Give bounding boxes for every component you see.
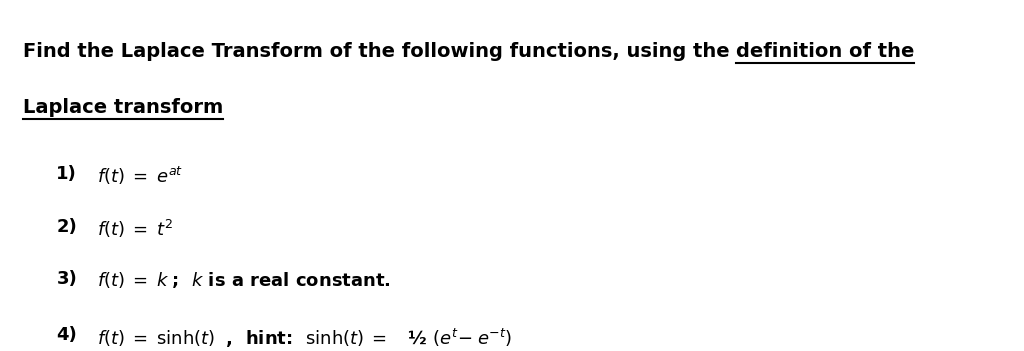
Text: $f(t)\; =\; t^{2}$: $f(t)\; =\; t^{2}$ xyxy=(97,218,174,240)
Text: $f(t)\; =\; e^{at}$: $f(t)\; =\; e^{at}$ xyxy=(97,165,183,187)
Text: $f(t)\; =\; k\;$;  $k$ is a real constant.: $f(t)\; =\; k\;$; $k$ is a real constant… xyxy=(97,270,391,290)
Text: Find the Laplace Transform of the following functions, using the: Find the Laplace Transform of the follow… xyxy=(23,42,736,61)
Text: 4): 4) xyxy=(56,326,77,344)
Text: 1): 1) xyxy=(56,165,77,183)
Text: 2): 2) xyxy=(56,218,77,236)
Text: definition of the: definition of the xyxy=(736,42,914,61)
Text: Laplace transform: Laplace transform xyxy=(23,98,223,117)
Text: $f(t)\; =\; \sinh(t)\;$ ,  hint:  $\sinh(t)\; =\;$  ½ $(e^{t}{-}\; e^{-t})$: $f(t)\; =\; \sinh(t)\;$ , hint: $\sinh(t… xyxy=(97,326,513,350)
Text: 3): 3) xyxy=(56,270,77,288)
